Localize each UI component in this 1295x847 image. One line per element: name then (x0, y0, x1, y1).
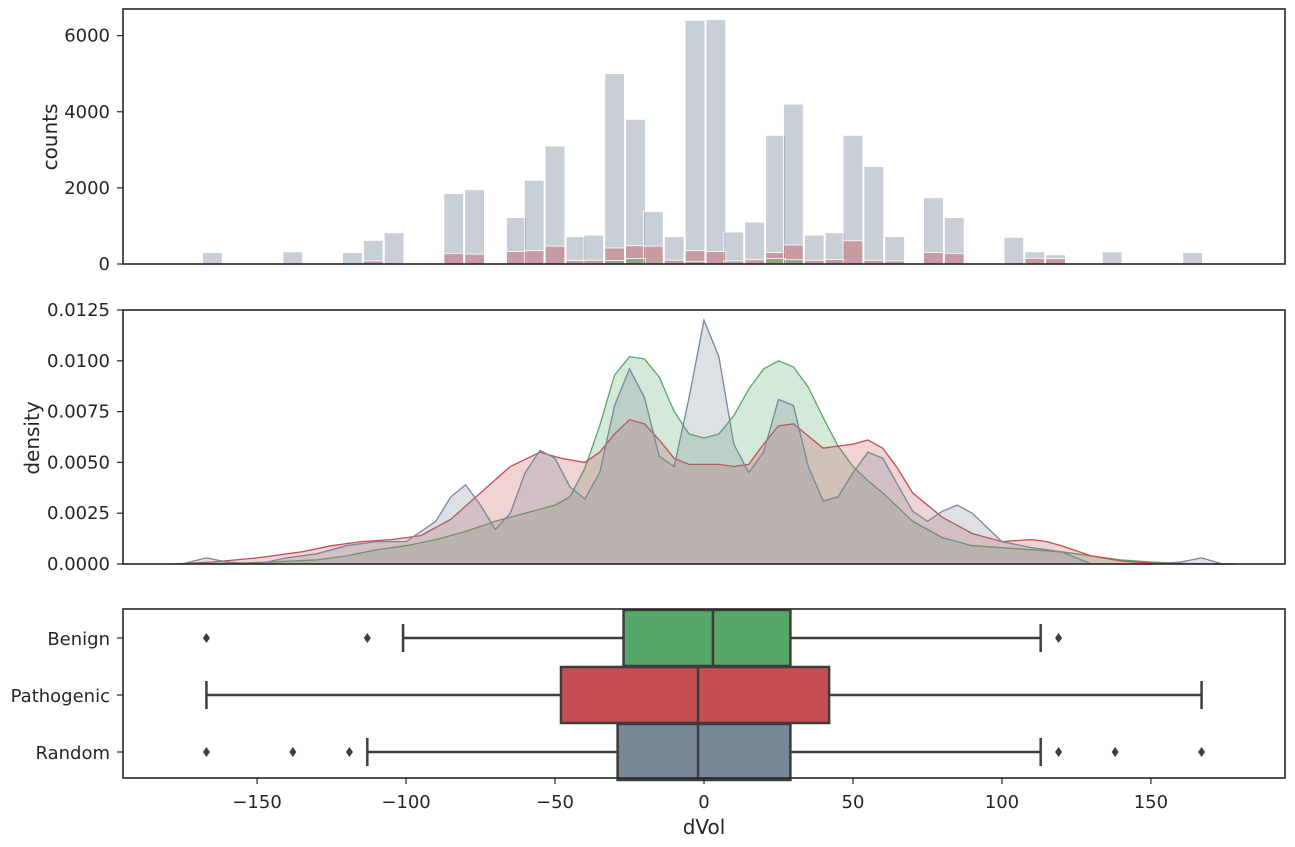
boxplot-outlier-benign (1055, 633, 1063, 643)
histogram-bar-random (1003, 236, 1025, 265)
histogram-axes-frame (122, 8, 1286, 265)
histogram-bar-pathogenic (842, 240, 864, 265)
boxplot-outlier-random (1055, 747, 1063, 757)
histogram-bar-pathogenic (944, 252, 965, 265)
kde-area-benign (182, 356, 1235, 564)
histogram-bar-pathogenic (1024, 257, 1045, 265)
kde-y-tick-label: 0.0125 (47, 300, 110, 321)
kde-area-pathogenic (173, 419, 1235, 564)
x-tick-label: −100 (381, 792, 430, 813)
histogram-bar-pathogenic (443, 252, 464, 265)
boxplot-axes-frame (122, 608, 1286, 779)
kde-panel: 0.0000 0.0025 0.0050 0.0075 0.0100 0.0125 den… (20, 300, 1286, 575)
kde-y-tick-label: 0.0100 (47, 351, 110, 372)
x-axis-label: dVol (683, 815, 726, 839)
boxplot-x-ticks: −150 −100 −50 0 50 100 150 (232, 778, 1168, 813)
histogram-bar-random (783, 103, 804, 265)
histogram-bar-random (804, 234, 825, 265)
boxplot-outlier-random (202, 747, 210, 757)
x-tick-label: −150 (232, 792, 281, 813)
boxplot-outlier-random (1111, 747, 1119, 757)
boxplot-outlier-random (1198, 747, 1206, 757)
boxplot-outlier-benign (363, 633, 371, 643)
histogram-bar-random (342, 252, 363, 265)
histogram-bar-random (705, 19, 727, 265)
histogram-bar-pathogenic (523, 250, 545, 265)
boxplot-box-benign (622, 608, 792, 668)
histogram-bar-pathogenic (643, 245, 664, 265)
boxplot-outlier-random (345, 747, 353, 757)
histogram-y-ticks: 0 2000 4000 6000 (64, 26, 123, 275)
histogram-bar-random (744, 221, 765, 265)
kde-y-ticks: 0.0000 0.0025 0.0050 0.0075 0.0100 0.0125 (47, 300, 123, 575)
histogram-bar-pathogenic (506, 251, 527, 265)
boxplot-panel: Benign Pathogenic Random −150 −100 −50 0 50 100… (11, 608, 1286, 839)
histogram-bar-pathogenic (464, 253, 485, 265)
x-tick-label: 0 (698, 792, 709, 813)
boxplot-box-pathogenic (559, 665, 831, 725)
histogram-bar-random (383, 232, 405, 265)
kde-y-tick-label: 0.0000 (47, 554, 110, 575)
histogram-bar-random (765, 134, 786, 265)
kde-y-tick-label: 0.0025 (47, 503, 110, 524)
histogram-bar-pathogenic (544, 245, 566, 265)
kde-areas (173, 317, 1235, 565)
histogram-bar-random (884, 236, 905, 265)
x-tick-label: 50 (842, 792, 865, 813)
histogram-y-tick-label: 6000 (64, 26, 110, 47)
histogram-y-tick-label: 2000 (64, 178, 110, 199)
kde-line-random (185, 317, 1223, 565)
histogram-bar-random (583, 234, 604, 265)
histogram-bar-random (1182, 252, 1203, 265)
histogram-y-tick-label: 4000 (64, 102, 110, 123)
boxplot-outlier-benign (202, 633, 210, 643)
histogram-bar-random (363, 239, 384, 265)
histogram-bar-random (1101, 251, 1123, 265)
boxplot-category-label: Pathogenic (11, 686, 110, 707)
kde-y-axis-label: density (20, 401, 44, 474)
boxplot-category-label: Benign (47, 629, 110, 650)
histogram-y-axis-label: counts (38, 104, 62, 171)
kde-y-tick-label: 0.0075 (47, 402, 110, 423)
histogram-bars (202, 19, 1203, 265)
histogram-bar-random (863, 166, 885, 265)
boxplot-category-labels: Benign Pathogenic Random (11, 629, 123, 764)
histogram-bar-random (604, 73, 625, 265)
boxplot-box-random (616, 722, 792, 782)
kde-line-benign (182, 356, 1235, 565)
histogram-bar-pathogenic (923, 252, 944, 265)
histogram-y-tick-label: 0 (99, 254, 110, 275)
histogram-bar-random (684, 20, 706, 265)
kde-y-tick-label: 0.0050 (47, 452, 110, 473)
kde-axes-frame (122, 309, 1286, 565)
boxplot-category-label: Random (35, 743, 110, 764)
histogram-bar-random (202, 252, 223, 265)
histogram-bar-random (625, 118, 646, 265)
x-tick-label: −50 (536, 792, 574, 813)
x-tick-label: 100 (985, 792, 1019, 813)
kde-line-pathogenic (173, 418, 1235, 565)
histogram-bar-random (565, 236, 587, 265)
histogram-bar-random (723, 231, 745, 265)
histogram-bar-random (282, 251, 304, 265)
histogram-bar-pathogenic (705, 251, 727, 265)
boxplot-outlier-random (289, 747, 297, 757)
x-tick-label: 150 (1134, 792, 1168, 813)
boxplot-boxes (202, 608, 1206, 782)
kde-area-random (185, 320, 1223, 564)
histogram-bar-random (464, 189, 485, 265)
histogram-panel: 0 2000 4000 6000 counts (38, 8, 1286, 275)
